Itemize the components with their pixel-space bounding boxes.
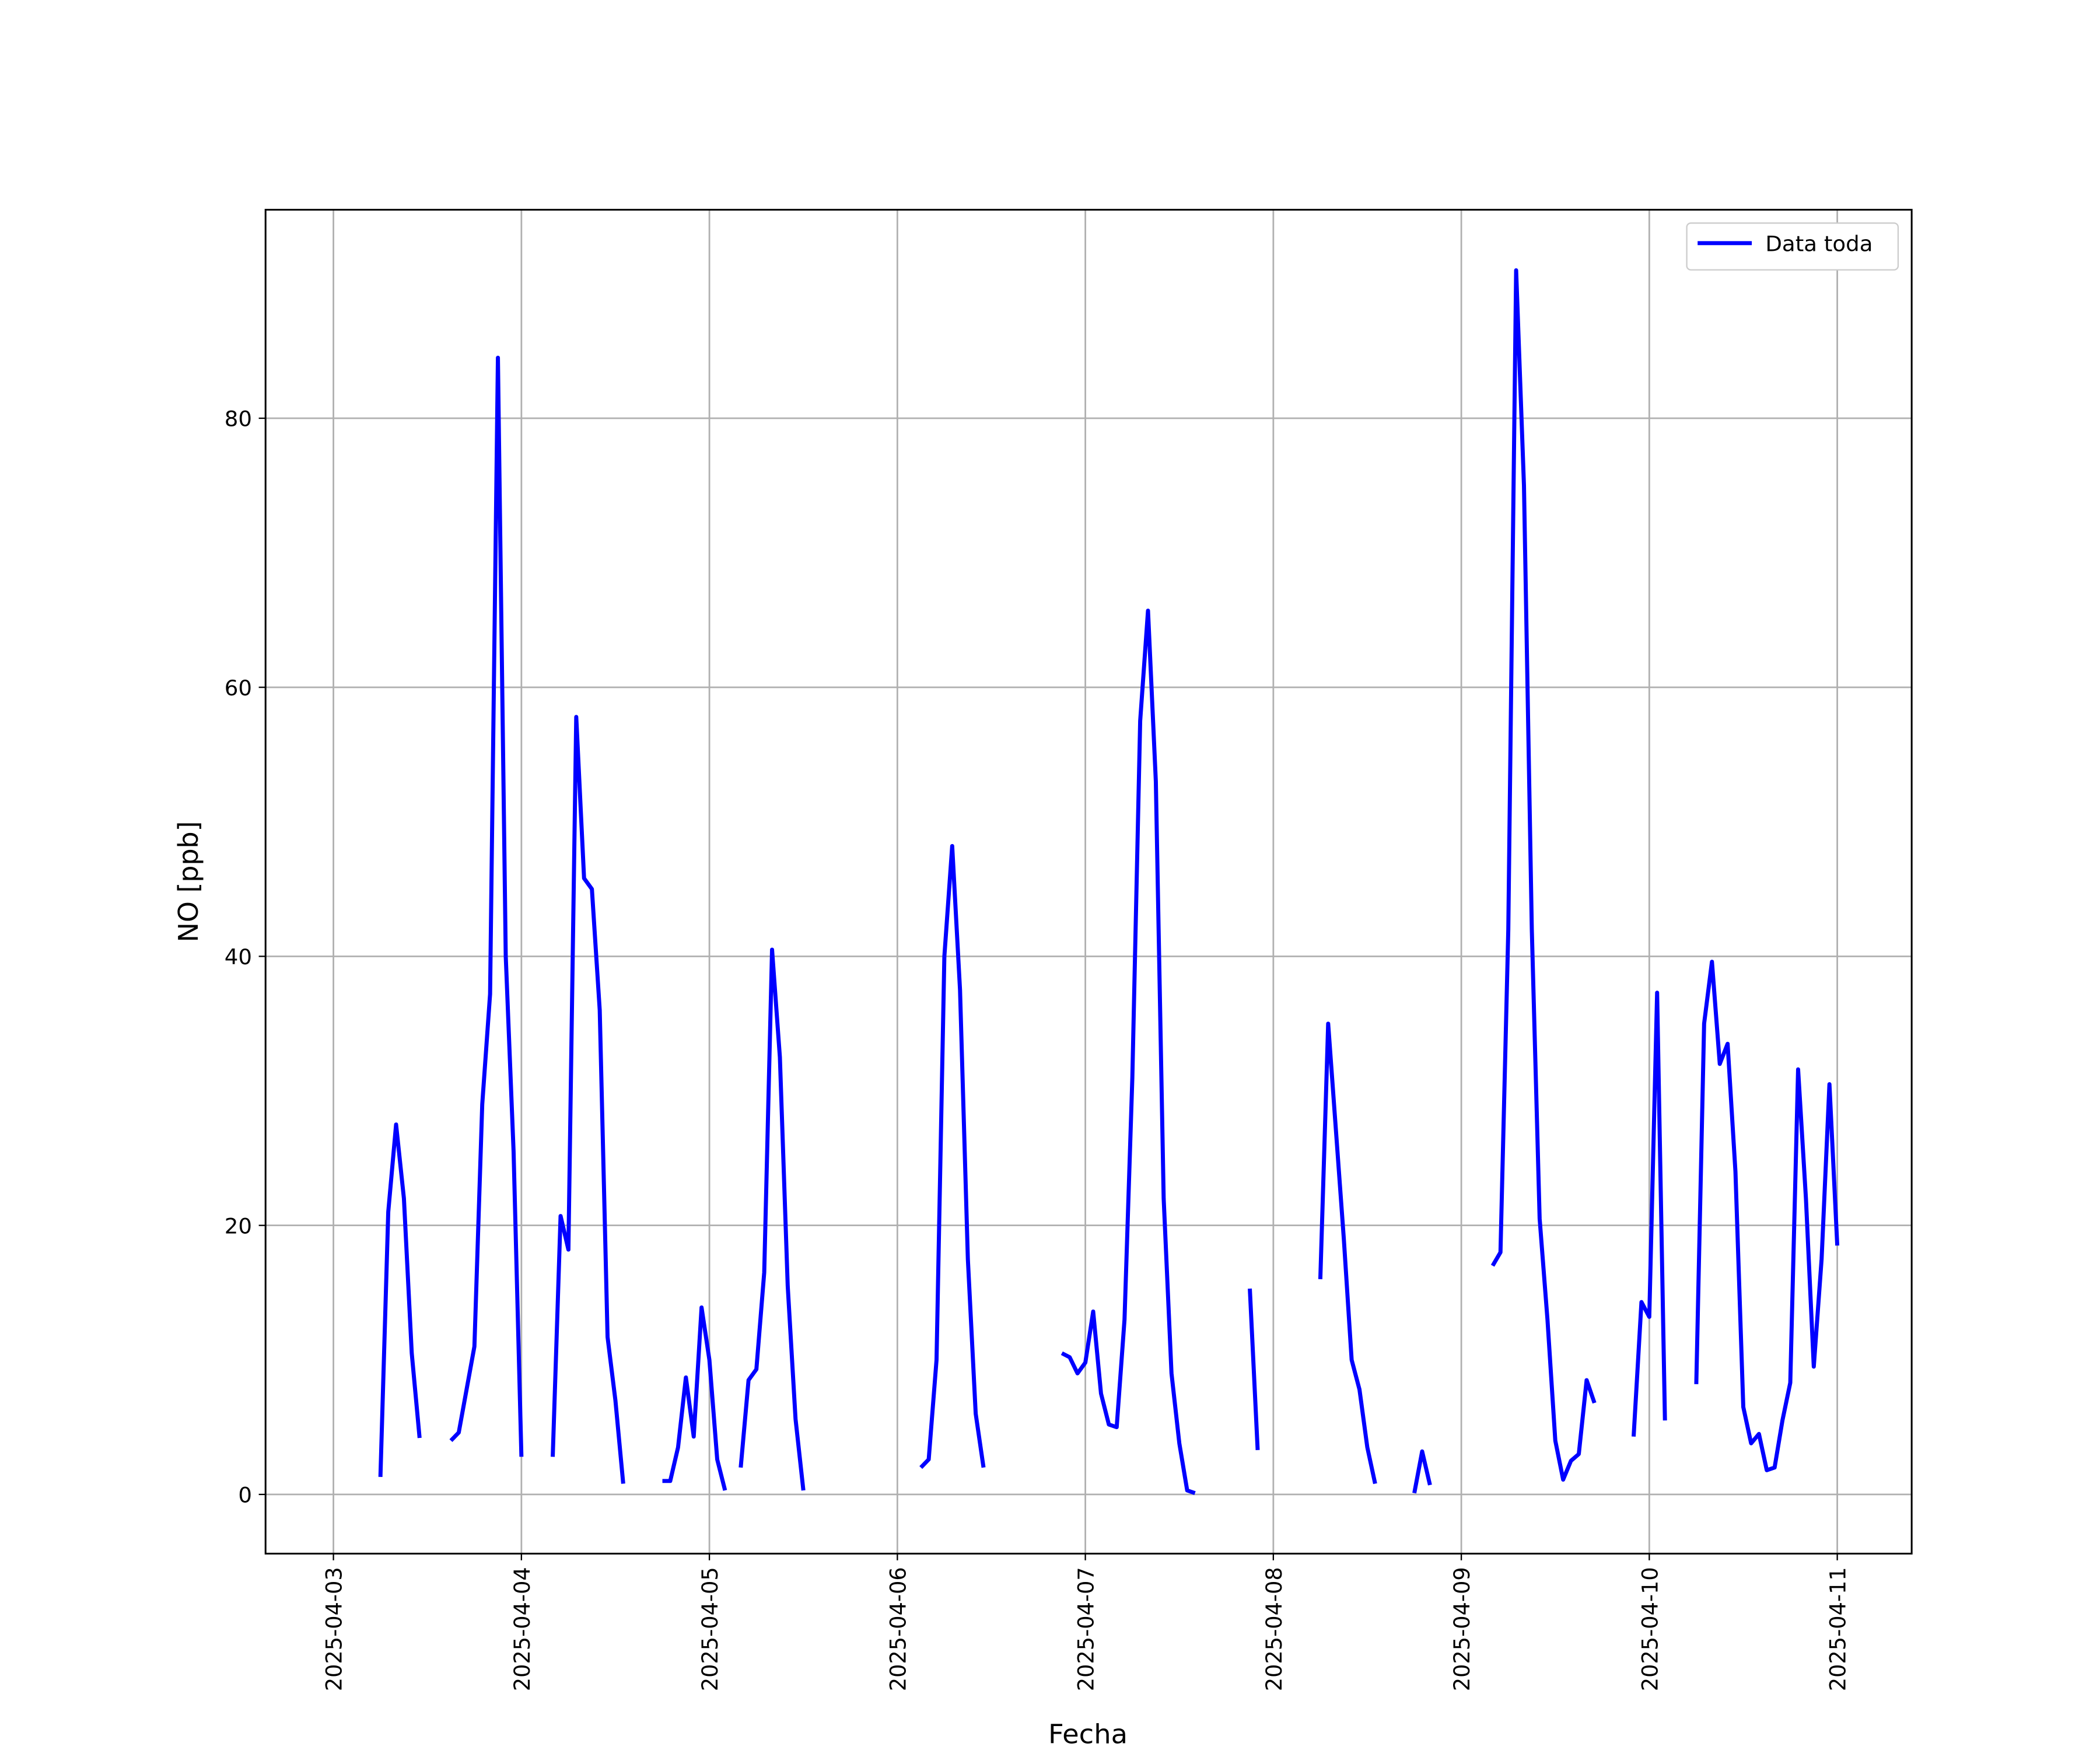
x-tick-label: 2025-04-05 — [698, 1567, 723, 1691]
x-tick-label: 2025-04-07 — [1073, 1567, 1098, 1691]
x-tick-label: 2025-04-11 — [1825, 1567, 1850, 1691]
x-tick-label: 2025-04-04 — [510, 1567, 535, 1691]
data-line — [378, 268, 1840, 1495]
x-tick-label: 2025-04-06 — [886, 1567, 911, 1691]
x-tick-label: 2025-04-09 — [1450, 1567, 1475, 1691]
x-tick-label: 2025-04-03 — [321, 1567, 346, 1691]
legend-box — [1686, 222, 1899, 271]
y-tick-label: 40 — [225, 944, 252, 970]
y-tick-label: 0 — [238, 1483, 252, 1508]
y-axis-label: NO [ppb] — [173, 821, 204, 943]
y-tick-label: 20 — [225, 1214, 252, 1239]
y-tick-label: 80 — [225, 407, 252, 432]
x-tick-label: 2025-04-10 — [1637, 1567, 1662, 1691]
x-tick-label: 2025-04-08 — [1262, 1567, 1287, 1691]
plot-frame — [264, 209, 1913, 1555]
legend-label: Data toda — [1765, 232, 1873, 257]
y-tick-label: 60 — [225, 676, 252, 701]
x-axis-label: Fecha — [1048, 1718, 1128, 1750]
